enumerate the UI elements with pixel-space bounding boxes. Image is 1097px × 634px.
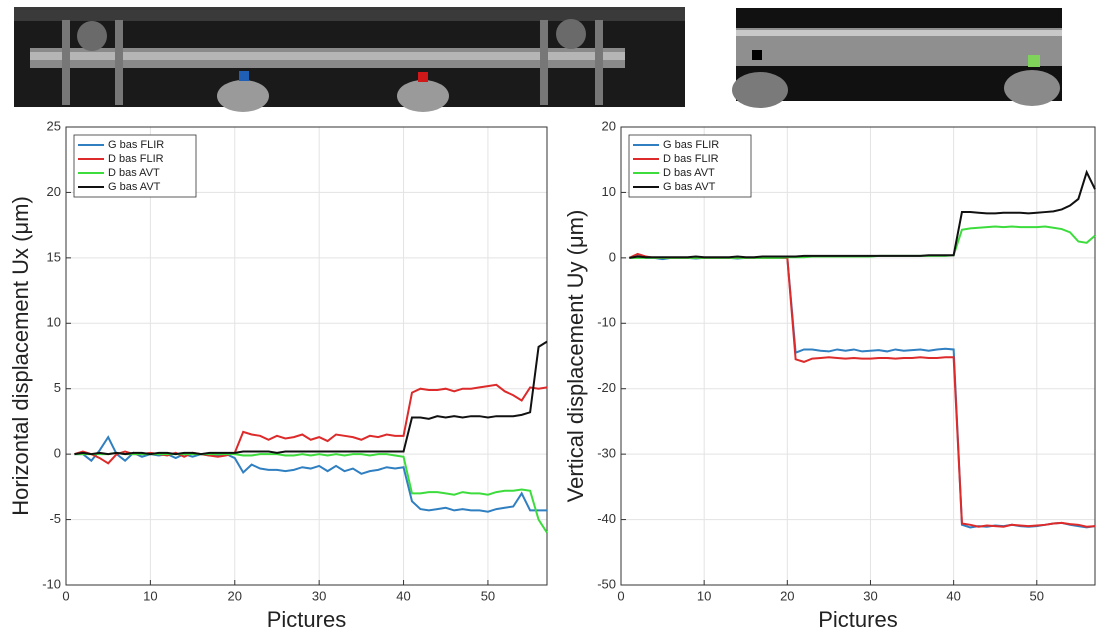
y-tick-label: 20 <box>602 118 616 133</box>
legend-label: G bas AVT <box>108 181 161 193</box>
y-axis-label: Horizontal displacement Ux (μm) <box>8 196 33 516</box>
y-tick-label: -20 <box>597 380 616 395</box>
legend: G bas FLIR D bas FLIR D bas AVT G bas AVT <box>628 134 752 198</box>
line-chart: -50 -40 -30 -20 -10 0 10 20 0 10 20 30 40 50 Pictures V… <box>563 118 1096 632</box>
x-tick-label: 0 <box>617 588 624 603</box>
y-tick-label: -10 <box>597 315 616 330</box>
series-line <box>74 340 548 456</box>
x-tick-label: 20 <box>780 588 794 603</box>
plot-area <box>621 127 1095 585</box>
x-tick-label: 10 <box>697 588 711 603</box>
y-tick-label: 10 <box>47 315 61 330</box>
x-tick-label: 50 <box>481 588 495 603</box>
x-tick-label: 20 <box>228 588 242 603</box>
y-tick-label: -5 <box>49 511 61 526</box>
legend: G bas FLIR D bas FLIR D bas AVT G bas AVT <box>73 134 197 198</box>
legend-label: D bas AVT <box>663 167 715 179</box>
y-tick-label: 5 <box>54 380 61 395</box>
line-chart: -10 -5 0 5 10 15 20 25 0 10 20 30 40 50 Pictures Horizo… <box>8 118 548 632</box>
x-tick-label: 30 <box>863 588 877 603</box>
x-tick-label: 10 <box>143 588 157 603</box>
y-tick-label: -10 <box>42 576 61 591</box>
legend-label: G bas FLIR <box>108 139 164 151</box>
legend-label: D bas FLIR <box>108 153 164 165</box>
legend-label: D bas AVT <box>108 167 160 179</box>
plot-frame <box>620 126 1096 586</box>
y-tick-label: 10 <box>602 184 616 199</box>
plot-frame <box>65 126 548 586</box>
x-tick-label: 40 <box>946 588 960 603</box>
y-tick-label: 20 <box>47 184 61 199</box>
y-tick-label: 15 <box>47 249 61 264</box>
x-tick-label: 0 <box>62 588 69 603</box>
x-axis-label: Pictures <box>818 607 897 632</box>
legend-label: G bas FLIR <box>663 139 719 151</box>
plot-area <box>66 127 547 585</box>
legend-label: D bas FLIR <box>663 153 719 165</box>
right-photo <box>732 8 1062 108</box>
y-tick-label: -40 <box>597 511 616 526</box>
y-axis-label: Vertical displacement Uy (μm) <box>563 210 588 503</box>
x-axis-label: Pictures <box>267 607 346 632</box>
left-photo <box>14 7 685 112</box>
x-tick-label: 50 <box>1030 588 1044 603</box>
x-tick-label: 30 <box>312 588 326 603</box>
legend-label: G bas AVT <box>663 181 716 193</box>
x-tick-label: 40 <box>396 588 410 603</box>
y-tick-label: 0 <box>54 446 61 461</box>
y-tick-label: -30 <box>597 446 616 461</box>
y-tick-label: 0 <box>609 249 616 264</box>
y-tick-label: -50 <box>597 576 616 591</box>
y-tick-label: 25 <box>47 118 61 133</box>
series-line <box>629 169 1096 259</box>
